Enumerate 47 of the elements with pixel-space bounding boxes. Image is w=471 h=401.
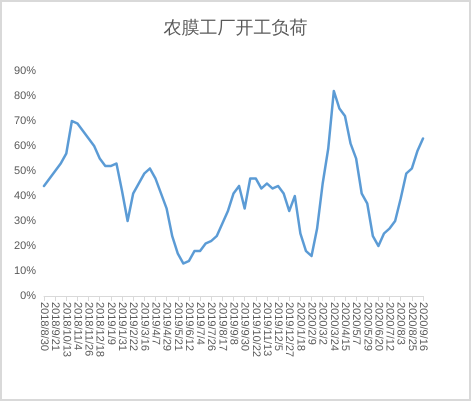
x-tick-label: 2018/8/30 [38, 302, 50, 351]
y-tick-label: 90% [14, 65, 36, 77]
x-tick-label: 2018/10/13 [60, 302, 72, 358]
y-tick-label: 70% [14, 115, 36, 127]
x-tick-label: 2020/9/16 [417, 302, 429, 351]
x-tick-label: 2019/5/21 [172, 302, 184, 351]
x-tick-label: 2019/12/5 [272, 302, 284, 351]
y-tick-label: 30% [14, 215, 36, 227]
x-tick-label: 2019/9/8 [228, 302, 240, 345]
x-tick-label: 2018/9/21 [49, 302, 62, 351]
x-tick-label: 2019/1/9 [104, 302, 117, 345]
x-tick-label: 2020/8/3 [394, 302, 407, 345]
x-tick-label: 2020/4/15 [338, 302, 351, 351]
x-tick-label: 2020/7/12 [384, 302, 396, 351]
x-tick-label: 2019/7/26 [205, 302, 218, 351]
y-tick-label: 40% [14, 190, 36, 202]
x-tick-label: 2020/1/18 [294, 302, 306, 351]
x-tick-label: 2019/11/13 [260, 302, 273, 356]
y-tick-label: 50% [14, 165, 36, 177]
x-tick-label: 2019/6/12 [182, 302, 195, 351]
x-tick-label: 2020/2/9 [306, 302, 318, 345]
x-tick-label: 2020/5/29 [361, 302, 374, 351]
x-tick-label: 2018/12/18 [94, 302, 106, 358]
x-tick-label: 2020/3/2 [316, 302, 329, 345]
x-tick-label: 2019/2/22 [127, 302, 140, 351]
x-tick-label: 2019/10/22 [250, 302, 262, 358]
x-tick-label: 2019/9/30 [238, 302, 251, 351]
y-tick-label: 60% [14, 140, 36, 152]
x-tick-label: 2019/8/17 [216, 302, 228, 351]
x-tick-label: 2019/7/4 [194, 302, 206, 345]
x-tick-label: 2019/1/31 [116, 302, 128, 351]
x-tick-label: 2019/4/7 [149, 302, 162, 345]
line-series [42, 90, 424, 265]
x-tick-label: 2019/4/29 [160, 302, 173, 351]
x-tick-label: 2018/11/4 [71, 302, 84, 350]
x-tick-label: 2019/12/27 [283, 302, 296, 358]
y-tick-label: 20% [14, 240, 36, 252]
y-tick-label: 0% [20, 290, 36, 302]
x-tick-label: 2020/6/20 [372, 302, 384, 351]
x-tick-label: 2019/3/16 [138, 302, 150, 351]
x-tick-label: 2020/3/24 [328, 302, 340, 351]
x-tick-label: 2020/5/7 [350, 302, 362, 345]
x-tick-label: 2020/8/25 [406, 302, 418, 351]
x-tick-label: 2018/11/26 [82, 302, 95, 356]
chart-title: 农膜工厂开工负荷 [164, 18, 308, 38]
y-tick-label: 80% [14, 90, 36, 102]
y-tick-label: 10% [14, 265, 36, 277]
